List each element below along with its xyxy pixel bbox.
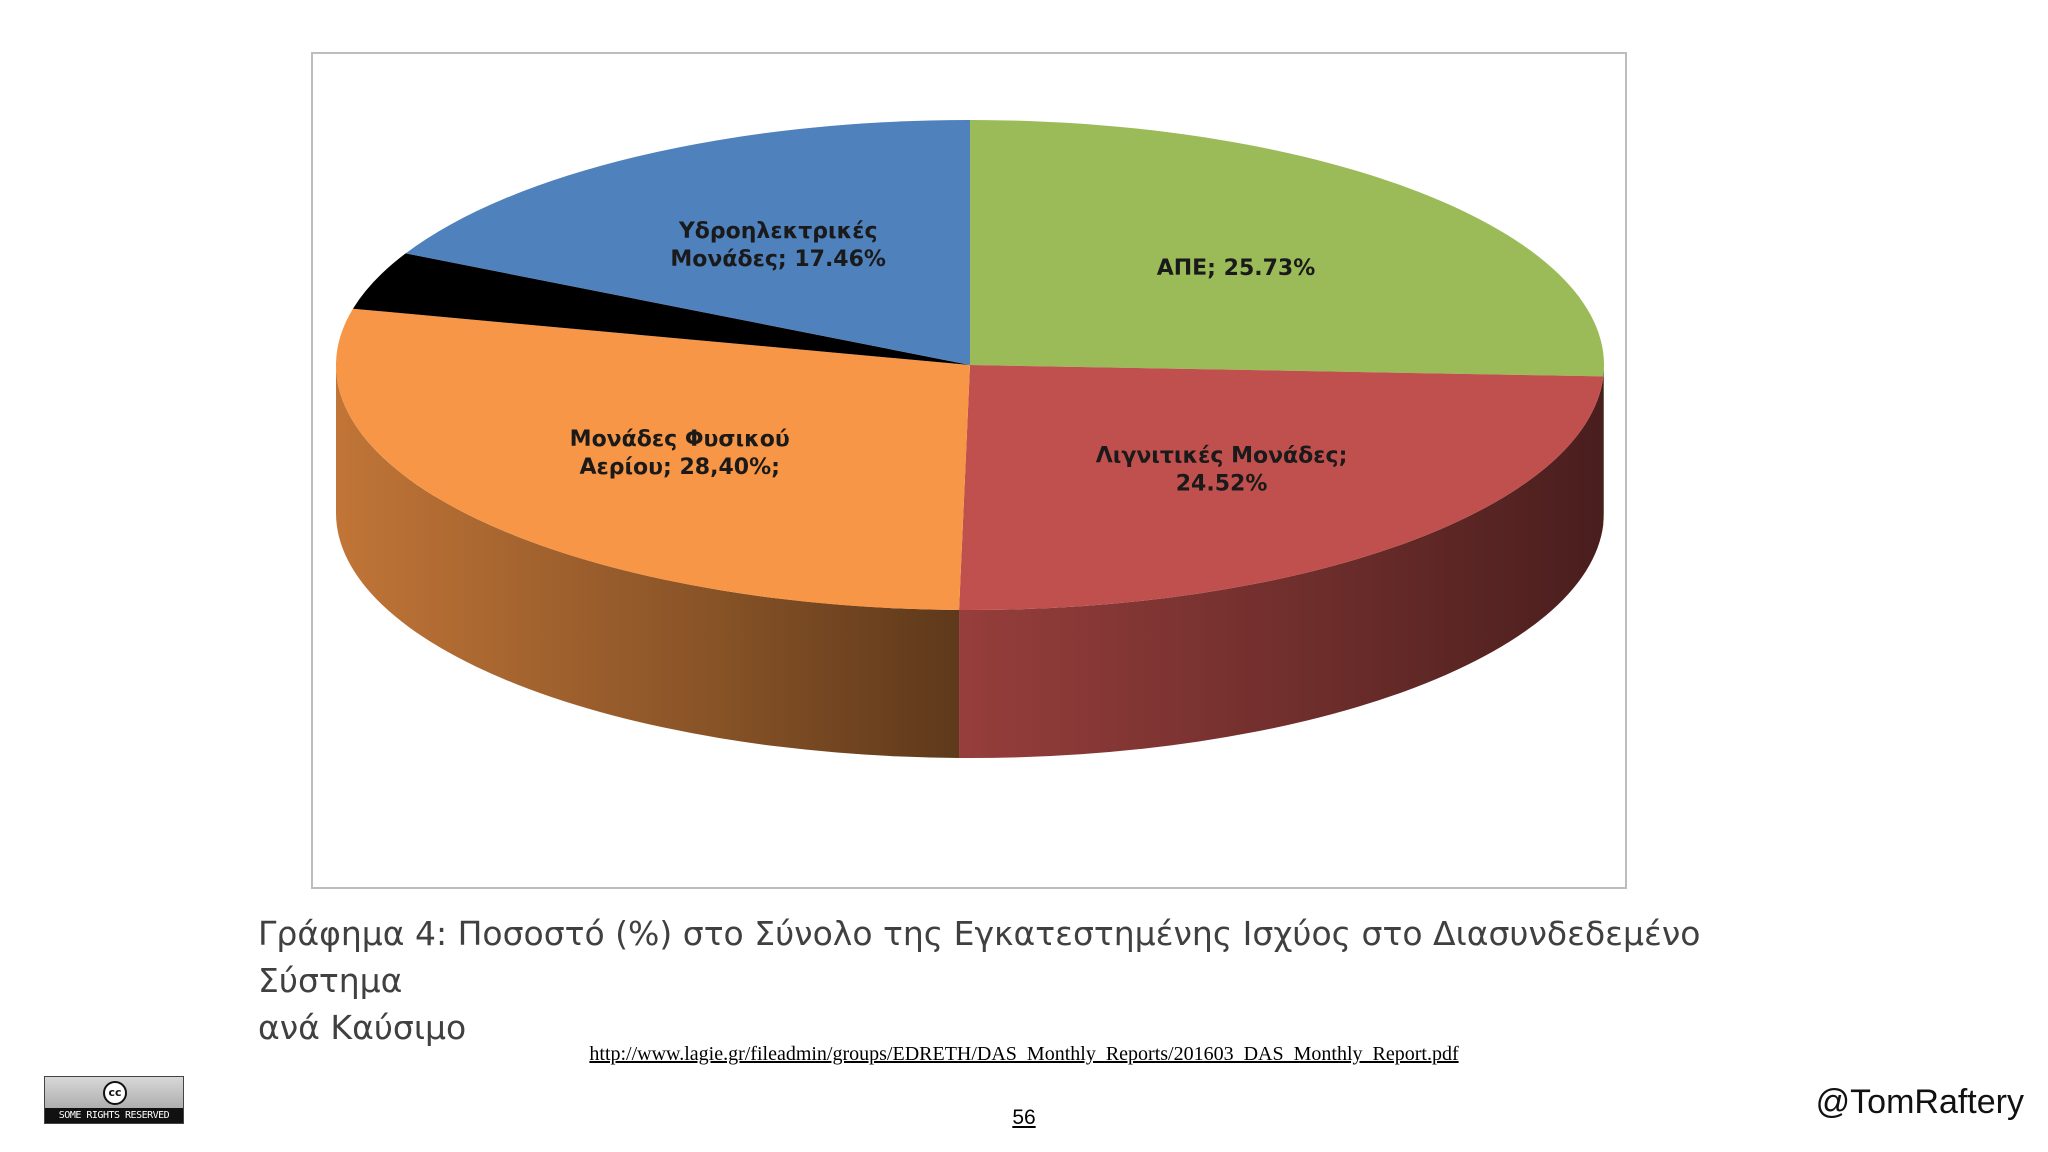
slice-data-label: Υδροηλεκτρικές xyxy=(678,219,878,244)
author-handle: @TomRaftery xyxy=(1815,1083,2024,1121)
cc-badge-text: SOME RIGHTS RESERVED xyxy=(45,1108,183,1123)
pie-side-wall xyxy=(959,376,1604,758)
pie-slice xyxy=(959,365,1604,610)
pie-side-wall xyxy=(336,365,960,758)
pie-slice xyxy=(970,120,1604,377)
slice-data-label: ΑΠΕ; 25.73% xyxy=(1157,256,1316,281)
creative-commons-badge: cc SOME RIGHTS RESERVED xyxy=(44,1076,184,1124)
slice-data-label: 24.52% xyxy=(1176,472,1268,497)
caption-line-1: Γράφημα 4: Ποσοστό (%) στο Σύνολο της Εγ… xyxy=(258,914,1701,1000)
pie-chart: ΑΠΕ; 25.73% Λιγνιτικές Μονάδες; 24.52% Μονά… xyxy=(336,120,1604,758)
slice-data-label: Μονάδες Φυσικού xyxy=(570,427,790,452)
cc-icon: cc xyxy=(103,1081,127,1105)
pie-side-wall xyxy=(1603,365,1604,525)
source-link[interactable]: http://www.lagie.gr/fileadmin/groups/EDR… xyxy=(589,1043,1459,1065)
slice-data-label: Αερίου; 28,40%; xyxy=(579,455,779,480)
chart-caption: Γράφημα 4: Ποσοστό (%) στο Σύνολο της Εγ… xyxy=(258,910,1818,1051)
slice-data-label: Μονάδες; 17.46% xyxy=(670,247,886,272)
slice-data-label: Λιγνιτικές Μονάδες; xyxy=(1096,444,1348,469)
caption-line-2: ανά Καύσιμο xyxy=(258,1008,467,1047)
pie-slice xyxy=(336,308,970,610)
page-number: 56 xyxy=(1012,1106,1036,1129)
pie-slice xyxy=(405,120,970,365)
chart-frame: ΑΠΕ; 25.73% Λιγνιτικές Μονάδες; 24.52% Μονά… xyxy=(311,52,1627,889)
pie-slice xyxy=(352,253,970,365)
